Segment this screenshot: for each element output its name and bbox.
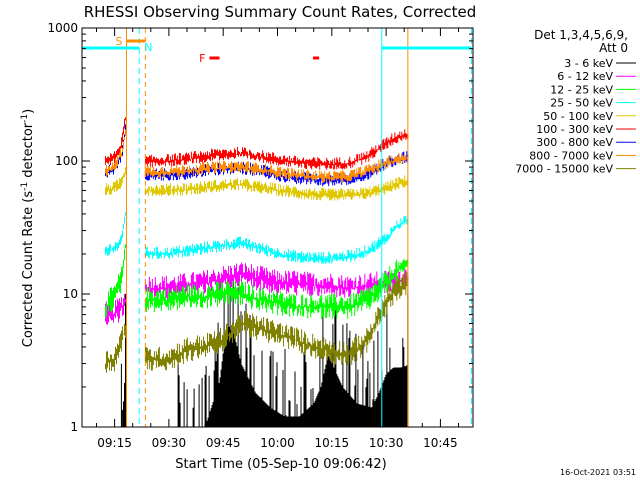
x-tick-label-0915: 09:15	[97, 436, 132, 450]
trace-8-0	[105, 319, 127, 373]
night-label: N	[144, 41, 152, 54]
flare-label: F	[199, 52, 205, 65]
legend-label-5: 100 - 300 keV	[536, 123, 613, 136]
y-tick-label-1000: 1000	[47, 21, 78, 35]
y-tick-label-1: 1	[70, 420, 78, 434]
series-12_25keV	[105, 235, 409, 320]
chart-title: RHESSI Observing Summary Count Rates, Co…	[84, 3, 477, 21]
legend-label-1: 6 - 12 keV	[557, 70, 613, 83]
saa-label: S	[116, 35, 123, 48]
x-tick-label-1045: 10:45	[423, 436, 458, 450]
trace-2-0	[105, 235, 127, 318]
legend-label-6: 300 - 800 keV	[536, 136, 613, 149]
series-3_6keV	[120, 277, 409, 427]
trace-5-1	[144, 129, 409, 170]
legend-label-7: 800 - 7000 keV	[529, 149, 613, 162]
x-tick-label-1015: 10:15	[315, 436, 350, 450]
x-tick-label-0930: 09:30	[152, 436, 187, 450]
legend-label-3: 25 - 50 keV	[550, 97, 613, 110]
trace-5-0	[105, 103, 127, 165]
trace-2-1	[144, 258, 409, 320]
y-axis-ticks: 1 10 100 1000	[47, 21, 473, 434]
legend-title-line1: Det 1,3,4,5,6,9,	[534, 28, 628, 42]
trace-7-0	[105, 126, 127, 178]
legend-title-line2: Att 0	[599, 41, 628, 55]
series-25_50keV	[105, 205, 409, 264]
plot-marks: N S F	[82, 28, 473, 427]
y-axis-label-mid: detector	[21, 122, 36, 182]
x-tick-label-1000: 10:00	[260, 436, 295, 450]
trace-3-0	[105, 205, 127, 256]
legend-label-2: 12 - 25 keV	[550, 83, 613, 96]
trace-4-0	[105, 165, 127, 196]
series-300_800keV	[105, 119, 409, 187]
y-axis-label-main: Corrected Count Rate (s	[21, 191, 36, 348]
x-tick-label-0945: 09:45	[206, 436, 241, 450]
series-100_300keV	[105, 103, 409, 170]
y-axis-label: Corrected Count Rate (s-1 detector-1)	[20, 109, 36, 347]
trace-0-1	[177, 277, 409, 427]
y-tick-label-100: 100	[55, 154, 78, 168]
timestamp: 16-Oct-2021 03:51	[560, 468, 636, 477]
series-800_7000keV	[105, 126, 409, 183]
y-axis-label-sup2: -1	[20, 114, 30, 123]
trace-3-1	[144, 215, 409, 264]
y-tick-label-10: 10	[63, 287, 78, 301]
y-axis-label-end: )	[21, 109, 36, 114]
legend-label-0: 3 - 6 keV	[564, 57, 613, 70]
trace-7-1	[144, 152, 409, 183]
x-tick-label-1030: 10:30	[369, 436, 404, 450]
trace-0-0	[120, 294, 127, 427]
x-axis-label: Start Time (05-Sep-10 09:06:42)	[175, 457, 386, 472]
legend-label-4: 50 - 100 keV	[543, 110, 613, 123]
y-axis-label-sup1: -1	[20, 182, 30, 191]
legend-label-8: 7000 - 15000 keV	[515, 163, 613, 176]
x-axis-ticks: 09:15 09:30 09:45 10:00 10:15 10:30 10:45	[95, 28, 460, 450]
